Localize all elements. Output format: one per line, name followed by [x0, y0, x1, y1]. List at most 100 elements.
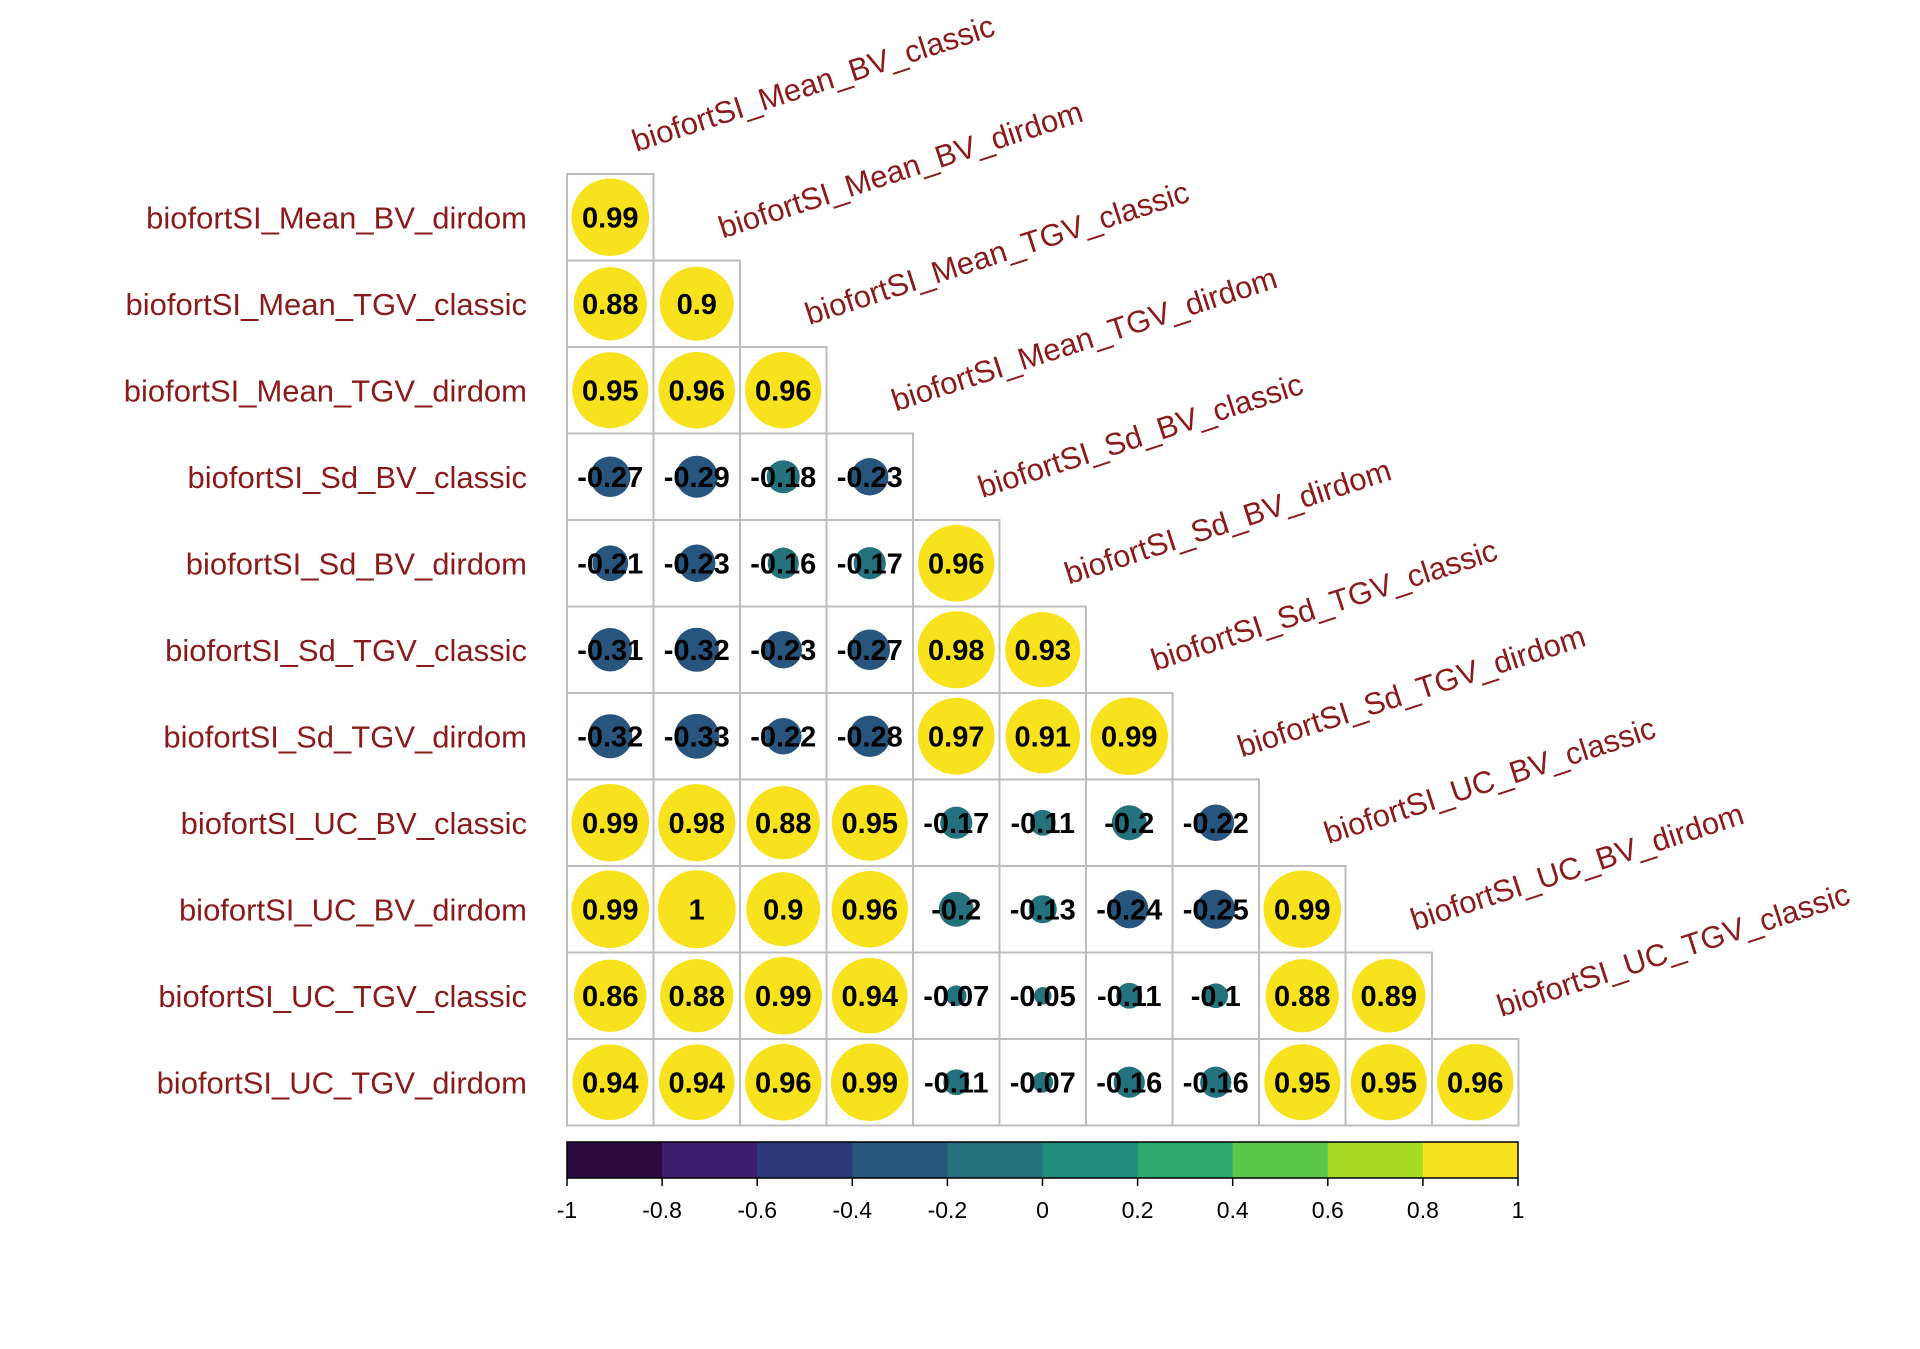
colorbar-tick-label: 0.6 — [1312, 1197, 1344, 1223]
correlation-value-label: -0.22 — [750, 721, 816, 753]
correlation-circle — [1350, 1044, 1427, 1121]
correlation-value-label: 0.9 — [677, 289, 717, 321]
correlation-circle — [764, 717, 802, 755]
correlation-circle — [1029, 809, 1056, 836]
colorbar-segment — [852, 1142, 948, 1178]
correlation-value-label: 0.88 — [1274, 981, 1330, 1013]
correlation-value-label: 0.94 — [842, 981, 898, 1013]
cells-layer: 0.99 0.88 0.9 0.95 0.96 0.96 -0.27 -0.29 -0.18 -0… — [566, 173, 1520, 1127]
column-label: biofortSI_Sd_TGV_dirdom — [1233, 619, 1590, 765]
colorbar-tick-label: 1 — [1512, 1197, 1525, 1223]
colorbar-tick-label: 0.2 — [1122, 1197, 1154, 1223]
row-label: biofortSI_Sd_TGV_dirdom — [163, 719, 527, 754]
colorbar-tick-label: -0.6 — [737, 1197, 777, 1223]
correlation-circle — [573, 267, 647, 341]
correlation-value-label: 0.96 — [928, 548, 984, 580]
correlation-value-label: -0.25 — [1183, 894, 1249, 926]
correlation-circle — [674, 713, 720, 759]
correlation-circle — [1111, 805, 1147, 841]
correlation-value-label: -0.24 — [1096, 894, 1162, 926]
row-label: biofortSI_Mean_TGV_dirdom — [124, 373, 527, 408]
correlation-value-label: -0.11 — [1097, 981, 1162, 1013]
colorbar-tick-label: 0.4 — [1217, 1197, 1249, 1223]
correlation-circle — [588, 714, 633, 759]
correlation-value-label: 0.98 — [669, 808, 725, 840]
correlation-circle — [917, 697, 995, 775]
correlation-value-label: -0.22 — [1183, 808, 1249, 840]
correlation-value-label: 0.94 — [669, 1067, 725, 1099]
correlation-value-label: 0.86 — [582, 981, 638, 1013]
correlation-circle — [943, 1069, 970, 1096]
correlation-circle — [831, 957, 908, 1034]
matrix-cell — [825, 692, 914, 781]
correlation-circle — [1005, 612, 1081, 688]
colorbar-segment — [1327, 1142, 1424, 1178]
correlation-value-label: 0.9 — [763, 894, 803, 926]
correlation-circle — [746, 786, 820, 860]
correlation-circle — [657, 870, 736, 949]
correlation-value-label: -0.21 — [577, 548, 643, 580]
correlation-value-label: 0.97 — [928, 721, 984, 753]
correlation-value-label: -0.23 — [837, 462, 903, 494]
correlation-value-label: -0.27 — [837, 635, 903, 667]
correlation-circle — [849, 715, 891, 757]
column-label: biofortSI_Mean_BV_classic — [628, 8, 999, 158]
column-label: biofortSI_Sd_BV_classic — [974, 366, 1308, 504]
correlation-value-label: 0.99 — [582, 202, 638, 234]
correlation-value-label: -0.2 — [1104, 808, 1154, 840]
correlation-circle — [675, 455, 718, 498]
correlation-circle — [592, 545, 629, 582]
correlation-value-label: 0.96 — [669, 375, 725, 407]
correlation-value-label: 0.91 — [1015, 721, 1071, 753]
correlation-value-label: 0.96 — [842, 894, 898, 926]
correlation-value-label: 0.96 — [755, 375, 811, 407]
row-label: biofortSI_Sd_BV_classic — [188, 460, 527, 495]
correlation-value-label: 0.95 — [582, 375, 638, 407]
correlation-value-label: 0.95 — [842, 808, 898, 840]
correlation-value-label: 0.95 — [1274, 1067, 1330, 1099]
row-label: biofortSI_Mean_BV_dirdom — [146, 200, 527, 235]
correlation-value-label: -0.11 — [1011, 808, 1076, 840]
correlation-value-label: 0.94 — [582, 1067, 638, 1099]
colorbar-legend: -1 -0.8 -0.6 -0.4 -0.2 0 0.2 0.4 0.6 0.8 1 — [557, 1141, 1525, 1223]
correlation-value-label: -0.05 — [1010, 981, 1076, 1013]
correlation-circle — [589, 456, 631, 498]
correlation-circle — [678, 544, 716, 582]
colorbar-tick-label: -0.2 — [928, 1197, 968, 1223]
column-label: biofortSI_Sd_BV_dirdom — [1060, 452, 1395, 591]
correlation-circle — [831, 871, 908, 948]
row-label: biofortSI_UC_BV_classic — [181, 806, 527, 841]
row-label: biofortSI_UC_TGV_dirdom — [157, 1065, 527, 1100]
correlation-value-label: 0.98 — [928, 635, 984, 667]
correlation-circle — [1028, 895, 1057, 924]
column-label: biofortSI_UC_BV_dirdom — [1406, 796, 1748, 937]
correlation-value-label: -0.16 — [1096, 1067, 1162, 1099]
correlation-circle — [658, 352, 735, 429]
correlation-value-label: 0.99 — [582, 894, 638, 926]
correlation-circle — [1437, 1044, 1514, 1121]
correlation-value-label: -0.2 — [931, 894, 981, 926]
correlation-circle — [572, 352, 649, 429]
correlation-value-label: 0.88 — [669, 981, 725, 1013]
correlation-circle — [940, 806, 973, 839]
correlation-circle — [571, 870, 650, 949]
correlation-value-label: 0.95 — [1361, 1067, 1417, 1099]
correlation-value-label: -0.16 — [750, 548, 816, 580]
colorbar-tick-label: -0.8 — [642, 1197, 682, 1223]
correlation-circle — [764, 631, 802, 669]
correlation-value-label: -0.28 — [837, 721, 903, 753]
correlation-circle — [1203, 983, 1229, 1009]
correlation-value-label: 0.88 — [582, 289, 638, 321]
colorbar-segment — [662, 1142, 758, 1178]
correlation-value-label: -0.18 — [750, 462, 816, 494]
correlation-value-label: -0.11 — [924, 1067, 989, 1099]
correlation-circle — [945, 985, 967, 1007]
correlation-circle — [1034, 987, 1052, 1005]
correlation-value-label: 0.99 — [842, 1067, 898, 1099]
correlation-circle — [1110, 890, 1149, 929]
correlation-circle — [574, 959, 647, 1032]
correlation-value-label: -0.07 — [923, 981, 989, 1013]
correlation-circle — [1196, 889, 1236, 929]
correlation-circle — [830, 1043, 909, 1122]
correlation-value-label: -0.27 — [577, 462, 643, 494]
